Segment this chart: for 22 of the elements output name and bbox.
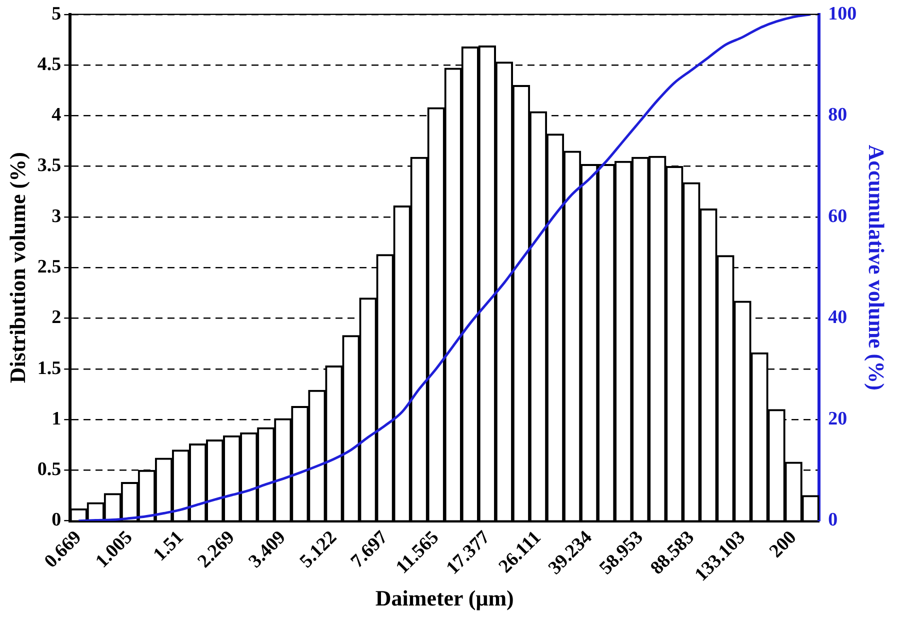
y-tick-label: 3: [52, 206, 62, 227]
y-axis-title: Distribution volume (%): [4, 152, 30, 384]
y2-tick-label: 40: [828, 307, 848, 328]
y-tick-label: 4: [52, 104, 62, 126]
y2-tick-label: 80: [828, 104, 848, 126]
y2-axis-title: Accumulative volume (%): [864, 144, 890, 390]
x-tick-label: 1.51: [149, 527, 188, 566]
y2-tick-label: 0: [828, 510, 838, 531]
y-tick-label: 2: [52, 307, 62, 328]
y-tick-label: 1: [52, 408, 62, 430]
y-tick-label: 0.5: [37, 459, 62, 480]
y-tick-label: 5: [52, 3, 62, 24]
y2-tick-label: 100: [828, 3, 857, 24]
y-tick-label: 4.5: [37, 54, 62, 75]
y-tick-label: 2.5: [37, 256, 62, 278]
x-tick-label: 200: [766, 527, 801, 562]
y-tick-label: 0: [52, 510, 62, 531]
y-tick-label: 3.5: [37, 155, 62, 176]
y2-tick-label: 60: [828, 206, 848, 227]
y2-tick-label: 20: [828, 408, 848, 430]
x-axis-title: Daimeter (μm): [375, 585, 514, 610]
y-tick-label: 1.5: [37, 358, 62, 379]
